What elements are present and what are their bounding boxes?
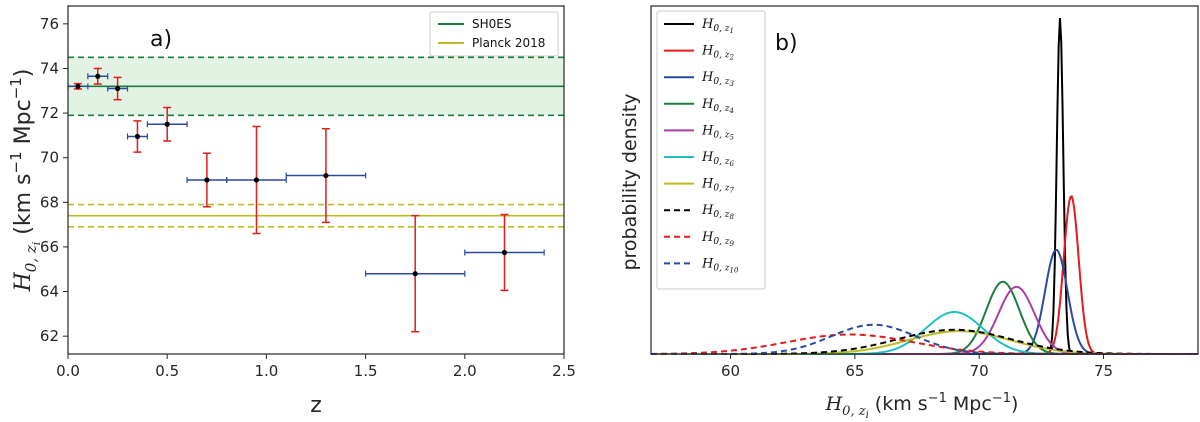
panel-b-frame: [650, 5, 1199, 355]
y-tick-label: 64: [40, 283, 59, 301]
x-tick-label: 1.0: [254, 362, 278, 380]
data-point: [126, 120, 148, 153]
legend-label-z3: H0, z3: [701, 70, 735, 88]
legend-label-planck: Planck 2018: [472, 36, 545, 50]
data-point: [87, 67, 109, 85]
point-marker: [412, 271, 418, 277]
legend-label-z1: H0, z1: [701, 17, 734, 35]
panel-a-y-label-units-pre: (km s: [11, 173, 36, 241]
panel-a-x-label: z: [310, 393, 322, 418]
panel-a-y-label-exp1: −1: [7, 151, 25, 173]
legend-label-z2: H0, z2: [701, 44, 735, 62]
x-tick-label: 75: [1094, 362, 1113, 380]
panel-b-x-label-exp2: −1: [992, 391, 1011, 406]
panel-b: 60 65 70 75 b) probability density H0, zi (…: [619, 5, 1199, 421]
panel-b-x-label-units-post: ): [1011, 393, 1018, 415]
point-marker: [115, 85, 121, 92]
legend-label-sh0es: SH0ES: [472, 17, 511, 31]
data-point: [285, 127, 367, 224]
legend-label-z8: H0, z8: [701, 203, 735, 221]
panel-b-x-label-main: H: [825, 393, 843, 415]
x-tick-label: 2.5: [552, 362, 576, 380]
y-tick-label: 72: [40, 104, 59, 122]
y-tick-label: 76: [40, 15, 59, 33]
density-curve-z4: [651, 280, 1198, 355]
panel-a-bands: [68, 56, 564, 228]
panel-b-legend-box: [656, 10, 766, 290]
legend-label-z4: H0, z4: [701, 97, 734, 115]
panel-a-label: a): [150, 27, 172, 52]
data-point: [186, 152, 228, 208]
legend-label-z10: H0, z10: [701, 256, 739, 274]
x-tick-label: 65: [845, 362, 864, 380]
panel-a-y-label: H0, zi (km s−1 Mpc−1): [7, 69, 43, 293]
data-point: [365, 214, 466, 333]
panel-b-x-label-sub: 0, z: [842, 404, 866, 419]
panel-b-x-label-subsub: i: [866, 410, 869, 421]
panel-a-y-label-sub: 0, z: [22, 245, 40, 272]
panel-a: 0.0 0.5 1.0 1.5 2.0 2.5 62 64 66 68 70 72 74 76 a) z…: [7, 5, 576, 418]
point-marker: [253, 177, 260, 183]
data-point: [226, 125, 287, 235]
x-tick-label: 0.0: [56, 362, 80, 380]
panel-b-x-label: H0, zi (km s−1 Mpc−1): [825, 391, 1019, 421]
panel-b-label: b): [775, 31, 798, 56]
x-tick-label: 70: [970, 362, 989, 380]
panel-b-x-label-units-mid: Mpc: [947, 393, 992, 415]
data-point: [107, 76, 129, 101]
panel-a-y-ticks: 62 64 66 68 70 72 74 76: [40, 15, 68, 345]
panel-b-legend: H0, z1 H0, z2 H0, z3 H0, z4 H0, z5 H0, z6 H0, …: [656, 10, 766, 290]
data-point: [464, 213, 545, 292]
panel-b-x-ticks: 60 65 70 75: [721, 354, 1113, 380]
panel-a-points: [67, 67, 545, 333]
point-marker: [204, 177, 210, 183]
panel-a-y-label-exp2: −1: [7, 77, 25, 99]
legend-label-z5: H0, z5: [701, 123, 735, 141]
point-marker: [134, 133, 141, 140]
point-marker: [501, 249, 508, 256]
x-tick-label: 0.5: [155, 362, 179, 380]
panel-a-y-label-main: H: [11, 271, 36, 292]
y-tick-label: 74: [40, 59, 59, 77]
panel-a-y-label-subsub: i: [30, 242, 43, 246]
x-tick-label: 2.0: [453, 362, 477, 380]
point-marker: [323, 172, 329, 179]
data-point: [146, 106, 188, 142]
panel-b-x-label-exp1: −1: [928, 391, 947, 406]
x-tick-label: 1.5: [354, 362, 378, 380]
point-marker: [75, 83, 81, 89]
panel-a-y-label-units-mid: Mpc: [11, 99, 36, 151]
legend-label-z9: H0, z9: [701, 230, 735, 248]
y-tick-label: 66: [40, 238, 59, 256]
y-tick-label: 70: [40, 149, 59, 167]
point-marker: [95, 73, 101, 79]
panel-b-x-label-units-pre: (km s: [869, 393, 928, 415]
panel-a-frame: [67, 5, 565, 355]
data-point: [67, 82, 89, 90]
y-tick-label: 68: [40, 193, 59, 211]
point-marker: [164, 121, 170, 127]
y-tick-label: 62: [40, 327, 59, 345]
density-curve-z9: [650, 333, 1198, 355]
panel-b-y-label: probability density: [619, 93, 641, 270]
x-tick-label: 60: [721, 362, 740, 380]
panel-a-y-label-units-post: ): [11, 69, 36, 78]
panel-a-x-ticks: 0.0 0.5 1.0 1.5 2.0 2.5: [56, 354, 576, 380]
panel-a-legend: SH0ES Planck 2018: [429, 11, 559, 57]
legend-label-z7: H0, z7: [701, 177, 735, 195]
legend-label-z6: H0, z6: [701, 150, 735, 168]
